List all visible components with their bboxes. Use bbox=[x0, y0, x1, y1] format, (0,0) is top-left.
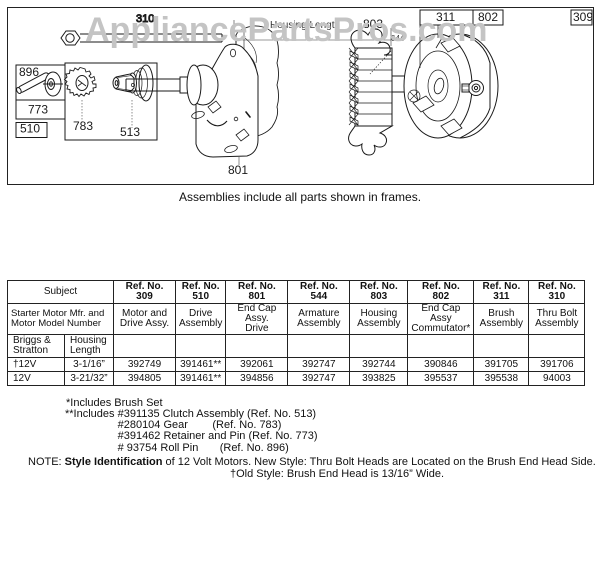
svg-text:309: 309 bbox=[573, 10, 593, 24]
svg-text:773: 773 bbox=[28, 103, 48, 117]
svg-text:513: 513 bbox=[120, 125, 140, 139]
svg-text:801: 801 bbox=[228, 163, 248, 177]
svg-text:783: 783 bbox=[73, 119, 93, 133]
svg-text:510: 510 bbox=[20, 122, 40, 136]
svg-text:896: 896 bbox=[19, 65, 39, 79]
